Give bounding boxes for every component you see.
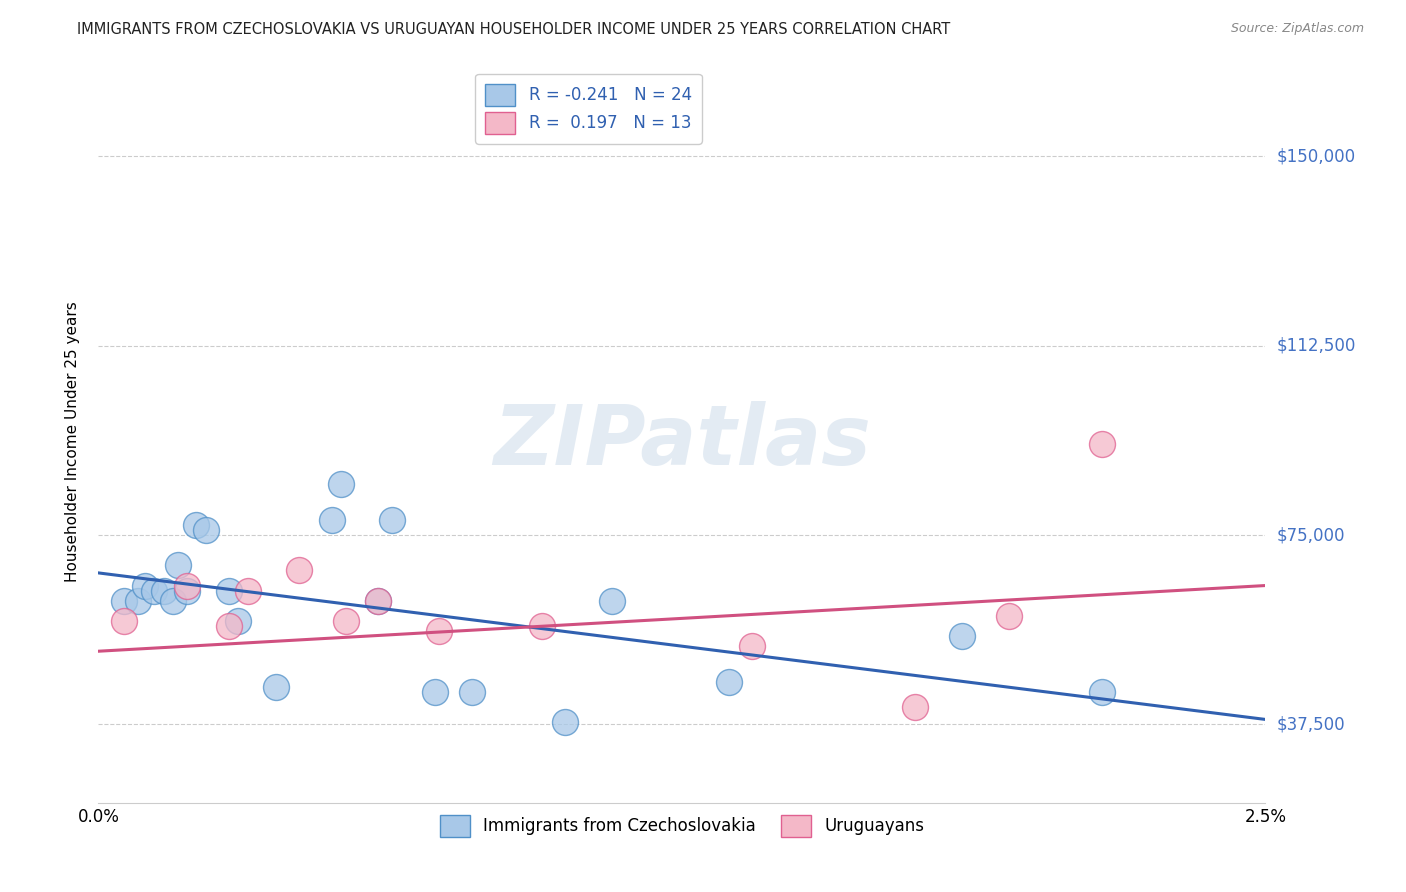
Point bbox=[554, 714, 576, 729]
Point bbox=[950, 629, 973, 643]
Text: $112,500: $112,500 bbox=[1277, 336, 1355, 354]
Point bbox=[228, 614, 250, 628]
Point bbox=[1091, 437, 1114, 451]
Point bbox=[134, 578, 156, 592]
Point bbox=[218, 583, 240, 598]
Point bbox=[162, 593, 184, 607]
Point bbox=[427, 624, 450, 638]
Point bbox=[461, 684, 484, 698]
Point bbox=[600, 593, 623, 607]
Point bbox=[112, 614, 135, 628]
Point bbox=[236, 583, 259, 598]
Legend: Immigrants from Czechoslovakia, Uruguayans: Immigrants from Czechoslovakia, Uruguaya… bbox=[432, 807, 932, 845]
Point bbox=[152, 583, 174, 598]
Point bbox=[112, 593, 135, 607]
Text: $37,500: $37,500 bbox=[1277, 715, 1346, 733]
Point bbox=[330, 477, 353, 491]
Point bbox=[997, 608, 1019, 623]
Point bbox=[166, 558, 188, 573]
Point bbox=[143, 583, 166, 598]
Point bbox=[423, 684, 446, 698]
Point bbox=[717, 674, 740, 689]
Text: ZIPatlas: ZIPatlas bbox=[494, 401, 870, 482]
Point bbox=[904, 699, 927, 714]
Point bbox=[367, 593, 389, 607]
Point bbox=[741, 639, 763, 653]
Point bbox=[335, 614, 357, 628]
Point bbox=[218, 619, 240, 633]
Point bbox=[381, 513, 404, 527]
Text: $75,000: $75,000 bbox=[1277, 526, 1346, 544]
Y-axis label: Householder Income Under 25 years: Householder Income Under 25 years bbox=[65, 301, 80, 582]
Point bbox=[176, 578, 198, 592]
Point bbox=[1091, 684, 1114, 698]
Point bbox=[264, 680, 287, 694]
Point bbox=[530, 619, 553, 633]
Point bbox=[176, 583, 198, 598]
Text: $150,000: $150,000 bbox=[1277, 147, 1355, 165]
Text: Source: ZipAtlas.com: Source: ZipAtlas.com bbox=[1230, 22, 1364, 36]
Point bbox=[186, 517, 208, 532]
Point bbox=[367, 593, 389, 607]
Point bbox=[321, 513, 343, 527]
Point bbox=[127, 593, 149, 607]
Text: IMMIGRANTS FROM CZECHOSLOVAKIA VS URUGUAYAN HOUSEHOLDER INCOME UNDER 25 YEARS CO: IMMIGRANTS FROM CZECHOSLOVAKIA VS URUGUA… bbox=[77, 22, 950, 37]
Point bbox=[194, 523, 217, 537]
Point bbox=[288, 563, 311, 577]
